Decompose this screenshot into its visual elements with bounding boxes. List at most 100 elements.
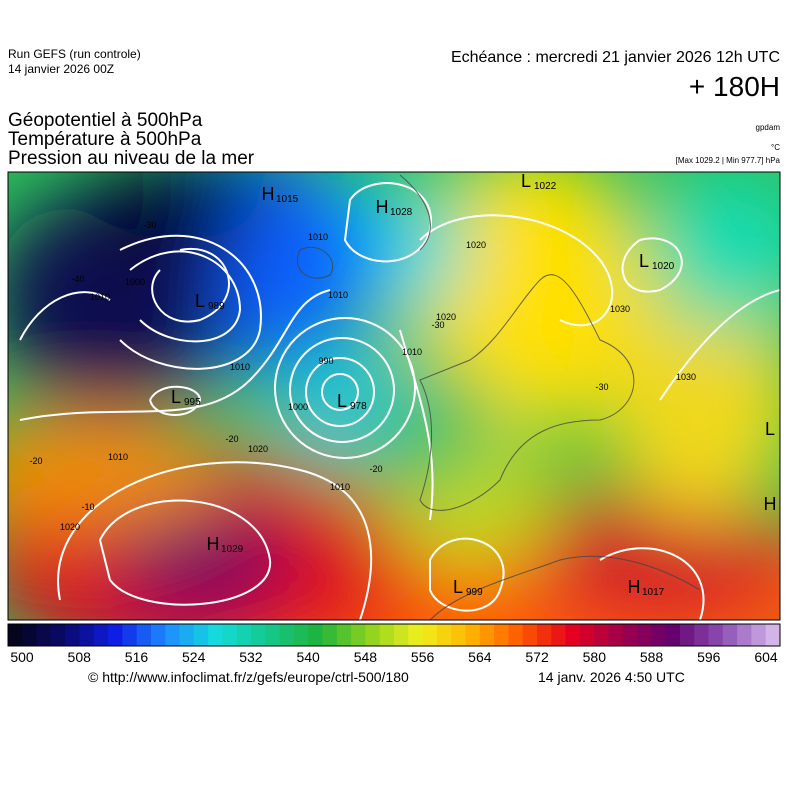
colorbar-tick-label: 588 (640, 649, 664, 665)
colorbar-swatch (236, 624, 252, 646)
isobar-label: 1010 (402, 347, 422, 357)
colorbar-swatch (50, 624, 66, 646)
colorbar-swatch (265, 624, 281, 646)
colorbar-swatch (322, 624, 338, 646)
colorbar-swatch (93, 624, 109, 646)
pressure-center-kind: L (171, 387, 181, 407)
pressure-center-kind: L (765, 419, 775, 439)
colorbar-swatch (293, 624, 309, 646)
isobar-label: 1030 (610, 304, 630, 314)
field-title: Géopotentiel à 500hPa (8, 110, 203, 131)
temperature-label: -40 (71, 274, 84, 284)
run-date: 14 janvier 2026 00Z (8, 62, 114, 76)
colorbar-swatch (394, 624, 409, 646)
colorbar-swatch (365, 624, 381, 646)
pressure-center-kind: L (521, 171, 531, 191)
pressure-center-kind: L (639, 251, 649, 271)
isobar-label: 1000 (125, 277, 145, 287)
colorbar-swatch (551, 624, 567, 646)
temperature-label: -20 (369, 464, 382, 474)
isobar-label: 990 (318, 356, 333, 366)
colorbar-swatch (637, 624, 652, 646)
pressure-center-value: 1017 (642, 587, 665, 598)
valid-time: Echéance : mercredi 21 janvier 2026 12h … (451, 49, 780, 66)
colorbar-swatch (108, 624, 123, 646)
colorbar-swatch (36, 624, 52, 646)
pressure-center-value: 978 (350, 401, 367, 412)
temperature-label: -30 (143, 220, 156, 230)
colorbar-swatch (594, 624, 609, 646)
temperature-label: -30 (431, 320, 444, 330)
pressure-center-value: 999 (466, 587, 483, 598)
isobar-label: 1010 (230, 362, 250, 372)
colorbar-swatch (122, 624, 138, 646)
run-name: Run GEFS (run controle) (8, 47, 141, 61)
temperature-label: -20 (29, 456, 42, 466)
temperature-label: -10 (81, 502, 94, 512)
isobar-label: 1020 (248, 444, 268, 454)
colorbar-tick-label: 548 (354, 649, 378, 665)
colorbar (7, 623, 781, 647)
colorbar-swatch (379, 624, 395, 646)
pressure-center-value: 1015 (276, 194, 299, 205)
isobar-label: 1010 (308, 232, 328, 242)
colorbar-swatch (665, 624, 681, 646)
temperature-label: -20 (225, 434, 238, 444)
colorbar-swatch (565, 624, 581, 646)
colorbar-swatch (751, 624, 767, 646)
colorbar-swatch (651, 624, 667, 646)
issued-time: 14 janv. 2026 4:50 UTC (538, 669, 685, 685)
pressure-range: [Max 1029.2 | Min 977.7] hPa (676, 156, 781, 165)
colorbar-swatch (179, 624, 195, 646)
pressure-center-value: 1022 (534, 181, 557, 192)
pressure-center-kind: L (453, 577, 463, 597)
colorbar-swatch (579, 624, 595, 646)
colorbar-tick-label: 564 (468, 649, 492, 665)
colorbar-swatch (608, 624, 624, 646)
map-field (8, 172, 780, 620)
pressure-center-kind: H (207, 534, 220, 554)
field-title: Pression au niveau de la mer (8, 148, 255, 169)
isobar-label: 1010 (90, 292, 110, 302)
pressure-center-value: 989 (208, 301, 225, 312)
colorbar-swatch (351, 624, 366, 646)
colorbar-swatch (622, 624, 638, 646)
pressure-center-value: 1029 (221, 544, 244, 555)
isobar-label: 1020 (60, 522, 80, 532)
unit-geo: gpdam (756, 123, 781, 132)
colorbar-swatch (208, 624, 223, 646)
pressure-center-kind: H (628, 577, 641, 597)
colorbar-swatch (65, 624, 80, 646)
pressure-center-value: 1020 (652, 261, 675, 272)
colorbar-swatch (422, 624, 438, 646)
colorbar-tick-label: 524 (182, 649, 206, 665)
pressure-center-kind: L (195, 291, 205, 311)
colorbar-tick-label: 500 (10, 649, 34, 665)
isobar-label: 1010 (328, 290, 348, 300)
source-url: © http://www.infoclimat.fr/z/gefs/europe… (88, 669, 409, 685)
colorbar-tick-label: 556 (411, 649, 435, 665)
colorbar-swatch (408, 624, 424, 646)
isobar-label: 1030 (676, 372, 696, 382)
pressure-center-value: 1028 (390, 207, 413, 218)
colorbar-swatch (508, 624, 524, 646)
colorbar-tick-label: 516 (125, 649, 149, 665)
colorbar-swatch (737, 624, 752, 646)
colorbar-swatch (765, 624, 781, 646)
colorbar-swatch (193, 624, 209, 646)
colorbar-tick-label: 540 (296, 649, 320, 665)
colorbar-tick-label: 532 (239, 649, 263, 665)
colorbar-frame (7, 623, 781, 647)
temperature-label: -30 (595, 382, 608, 392)
isobar-label: 1010 (108, 452, 128, 462)
colorbar-tick-label: 508 (68, 649, 92, 665)
colorbar-swatch (722, 624, 738, 646)
lead-time: + 180H (689, 71, 780, 102)
colorbar-swatch (8, 624, 23, 646)
colorbar-swatch (522, 624, 538, 646)
pressure-center-kind: L (337, 391, 347, 411)
colorbar-swatch (451, 624, 466, 646)
field-title: Température à 500hPa (8, 129, 202, 150)
colorbar-swatch (694, 624, 710, 646)
pressure-center-kind: H (262, 184, 275, 204)
